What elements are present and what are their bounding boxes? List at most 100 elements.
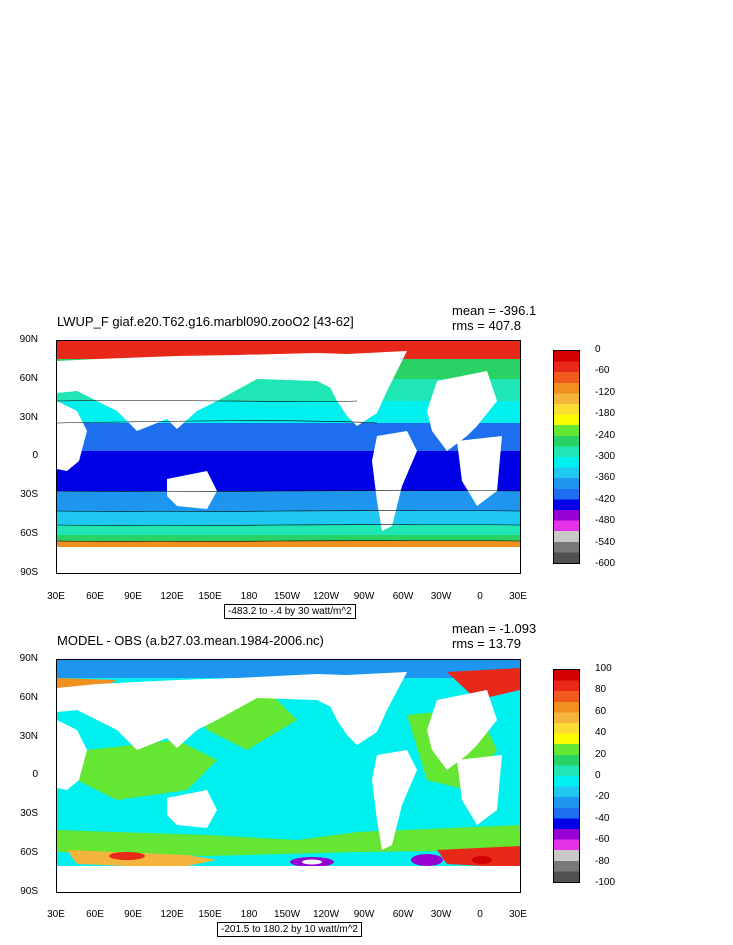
eurasia-land xyxy=(57,674,377,750)
anomaly-patch xyxy=(411,854,443,866)
colorbar-label: -300 xyxy=(595,451,616,462)
africa-east-land xyxy=(57,720,87,790)
eurasia-land xyxy=(57,353,377,431)
colorbar-label: 0 xyxy=(595,344,601,355)
colorbar-label: -100 xyxy=(595,877,616,888)
southern-ocean-band-2 xyxy=(57,535,520,541)
colorbar: 0 -60 -120 -180 -240 -300 -360 -420 -480… xyxy=(553,344,633,569)
anomaly-patch xyxy=(447,668,520,700)
south-midlat-band xyxy=(57,511,520,525)
ytick-30s: 30S xyxy=(20,808,38,819)
xtick: 30E xyxy=(47,591,65,602)
xtick: 180 xyxy=(240,591,258,602)
colorbar-label: -40 xyxy=(595,813,610,824)
map-field xyxy=(57,660,520,892)
anomaly-patch xyxy=(77,740,217,800)
ytick-90n: 90N xyxy=(19,334,38,345)
north-america-land xyxy=(327,672,407,745)
colorbar-label: 40 xyxy=(595,727,607,738)
colorbar-label: -420 xyxy=(595,494,616,505)
xtick: 30E xyxy=(509,909,527,920)
ytick-60s: 60S xyxy=(20,847,38,858)
equatorial-band xyxy=(57,451,520,491)
rms-stat: rms = 13.79 xyxy=(452,636,522,651)
south-america-land xyxy=(372,431,417,531)
xtick: 150E xyxy=(198,591,222,602)
colorbar-label: 60 xyxy=(595,706,607,717)
colorbar-label: -180 xyxy=(595,408,616,419)
colorbar-label: -480 xyxy=(595,515,616,526)
xtick: 90E xyxy=(124,909,142,920)
anomaly-patch xyxy=(67,850,217,868)
ytick-60n: 60N xyxy=(19,373,38,384)
xtick: 60W xyxy=(392,909,414,920)
colorbar-label: -120 xyxy=(595,387,616,398)
colorbar-label: -240 xyxy=(595,430,616,441)
map-plot xyxy=(56,659,521,893)
ytick-60s: 60S xyxy=(20,528,38,539)
xtick: 60E xyxy=(86,591,104,602)
ytick-30s: 30S xyxy=(20,489,38,500)
xtick: 120E xyxy=(160,591,184,602)
colorbar-label: 0 xyxy=(595,770,601,781)
xtick: 90E xyxy=(124,591,142,602)
antarctica-land xyxy=(57,866,520,892)
colorbar-label: -360 xyxy=(595,472,616,483)
anomaly-patch xyxy=(472,856,492,864)
colorbar-label: 100 xyxy=(595,663,612,674)
colorbar-label: 20 xyxy=(595,749,607,760)
southern-ocean-band xyxy=(57,525,520,535)
contour-range-label: -483.2 to -.4 by 30 watt/m^2 xyxy=(224,604,356,619)
anomaly-patch xyxy=(109,852,145,860)
australia-land xyxy=(167,471,217,509)
xtick: 30W xyxy=(430,591,452,602)
colorbar-label: -20 xyxy=(595,791,610,802)
anomaly-patch xyxy=(57,825,520,856)
south-america-land xyxy=(372,750,417,850)
panel-title: LWUP_F giaf.e20.T62.g16.marbl090.zooO2 [… xyxy=(57,314,354,329)
rms-stat: rms = 407.8 xyxy=(452,318,522,333)
xtick: 60W xyxy=(392,591,414,602)
xtick: 150W xyxy=(273,591,301,602)
xtick: 0 xyxy=(477,909,483,920)
colorbar-label: -80 xyxy=(595,856,610,867)
anomaly-patch xyxy=(302,859,322,865)
xtick: 120W xyxy=(312,909,340,920)
africa-land xyxy=(457,436,502,506)
europe-africa-land xyxy=(427,371,497,451)
colorbar-swatches xyxy=(553,350,580,564)
panel-title: MODEL - OBS (a.b27.03.mean.1984-2006.nc) xyxy=(57,633,324,648)
xtick: 30E xyxy=(509,591,527,602)
north-america-land xyxy=(327,351,407,426)
antarctic-margin-band xyxy=(57,541,520,547)
ytick-30n: 30N xyxy=(19,731,38,742)
ytick-90s: 90S xyxy=(20,567,38,578)
ytick-0: 0 xyxy=(32,769,38,780)
colorbar-label: -60 xyxy=(595,834,610,845)
xtick: 0 xyxy=(477,591,483,602)
xtick: 120E xyxy=(160,909,184,920)
contour-range-label: -201.5 to 180.2 by 10 watt/m^2 xyxy=(217,922,362,937)
xtick: 90W xyxy=(353,909,375,920)
xtick: 60E xyxy=(86,909,104,920)
colorbar-swatches xyxy=(553,669,580,883)
africa-east-land xyxy=(57,401,87,471)
south-subtropic-band xyxy=(57,491,520,511)
xtick: 30E xyxy=(47,909,65,920)
xtick: 90W xyxy=(353,591,375,602)
mean-stat: mean = -1.093 xyxy=(452,621,537,636)
colorbar-label: -540 xyxy=(595,537,616,548)
xtick: 30W xyxy=(430,909,452,920)
antarctica-land xyxy=(57,547,520,573)
ytick-0: 0 xyxy=(32,450,38,461)
ytick-60n: 60N xyxy=(19,692,38,703)
colorbar-label: -60 xyxy=(595,365,610,376)
map-field xyxy=(57,341,520,573)
xtick: 150W xyxy=(273,909,301,920)
africa-land xyxy=(457,755,502,825)
ytick-90s: 90S xyxy=(20,886,38,897)
mean-stat: mean = -396.1 xyxy=(452,303,537,318)
xtick: 180 xyxy=(240,909,258,920)
xtick: 150E xyxy=(198,909,222,920)
ytick-90n: 90N xyxy=(19,653,38,664)
